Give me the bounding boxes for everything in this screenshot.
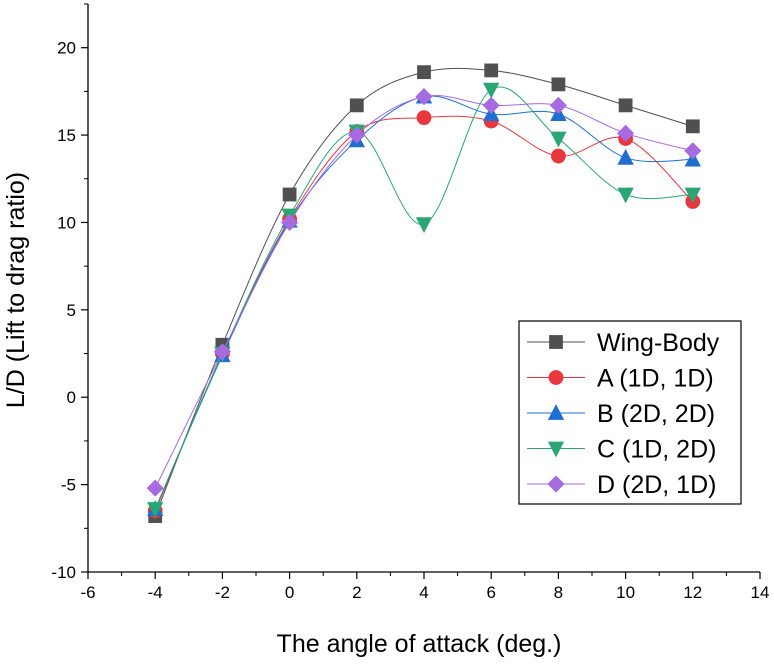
data-point — [348, 126, 366, 144]
data-point — [349, 98, 364, 113]
x-tick-label: 10 — [616, 583, 635, 602]
legend: Wing-Body A (1D, 1D) B (2D, 2D) C (1D, 2D) D… — [518, 320, 742, 505]
data-point — [147, 502, 164, 518]
data-point — [549, 96, 567, 114]
y-tick-label: -10 — [51, 563, 76, 582]
legend-label: D (2D, 1D) — [597, 471, 716, 499]
y-tick-label: 0 — [67, 388, 76, 407]
y-tick-label: 10 — [57, 213, 76, 232]
y-tick-label: 5 — [67, 301, 76, 320]
x-tick-label: 0 — [285, 583, 294, 602]
y-tick-label: -5 — [61, 476, 76, 495]
data-point — [281, 213, 299, 232]
x-tick-label: -6 — [80, 583, 95, 602]
data-point — [213, 343, 231, 361]
data-point — [618, 98, 633, 113]
data-point — [482, 96, 500, 114]
legend-marker — [547, 441, 565, 458]
x-tick-label: 12 — [683, 583, 702, 602]
y-tick-label: 20 — [57, 39, 76, 58]
legend-marker — [547, 475, 565, 493]
x-tick-label: 8 — [554, 583, 563, 602]
data-point — [483, 82, 500, 99]
legend-label: A (1D, 1D) — [597, 365, 714, 393]
data-point — [146, 479, 164, 497]
x-tick-label: 2 — [352, 583, 361, 602]
data-point — [551, 77, 566, 92]
axes: -6 -4 -2 0 2 4 6 8 10 12 14 -10 -5 0 5 10 15 20 — [51, 3, 770, 602]
legend-label: C (1D, 2D) — [597, 436, 716, 464]
y-tick-label: 15 — [57, 126, 76, 145]
y-axis-title: L/D (Lift to drag ratio) — [2, 172, 30, 408]
x-axis-title: The angle of attack (deg.) — [277, 630, 562, 658]
data-point — [417, 65, 431, 80]
series-5 — [146, 88, 702, 497]
x-tick-label: 6 — [486, 583, 495, 602]
data-point — [617, 148, 634, 165]
data-point — [684, 187, 701, 204]
legend-marker — [547, 404, 565, 420]
data-point — [415, 88, 433, 106]
data-point — [684, 142, 702, 160]
data-point — [617, 124, 635, 142]
legend-label: B (2D, 2D) — [597, 400, 715, 428]
data-point — [282, 187, 297, 202]
data-point — [550, 131, 567, 148]
x-tick-label: -2 — [215, 583, 230, 602]
data-point — [617, 187, 634, 204]
x-tick-label: 4 — [419, 583, 428, 602]
x-tick-label: 14 — [751, 583, 770, 602]
data-point — [415, 217, 433, 234]
x-tick-label: -4 — [148, 583, 163, 602]
legend-marker — [549, 335, 563, 349]
legend-label: Wing-Body — [597, 329, 720, 357]
plot-area — [146, 63, 702, 523]
data-point — [685, 119, 700, 134]
data-point — [551, 148, 566, 164]
data-point — [484, 63, 499, 78]
data-point — [416, 110, 432, 125]
legend-marker — [548, 370, 564, 385]
